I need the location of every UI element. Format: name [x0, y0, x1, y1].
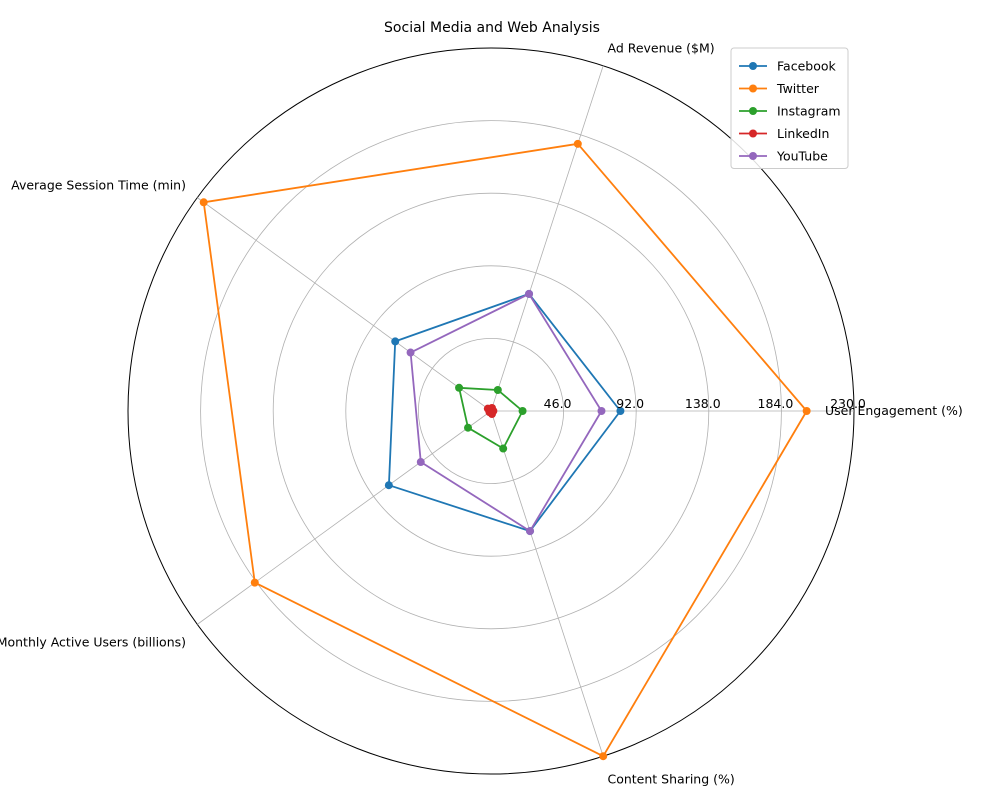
chart-title: Social Media and Web Analysis — [384, 20, 600, 36]
data-point — [199, 198, 208, 207]
legend-label: LinkedIn — [777, 126, 829, 141]
legend: Facebook Twitter Instagram LinkedIn YouTube — [730, 47, 849, 169]
radial-tick-label: 46.0 — [544, 396, 572, 411]
data-point — [599, 752, 608, 761]
data-point — [597, 407, 606, 415]
series-facebook — [384, 289, 625, 536]
axis-label: Monthly Active Users (billions) — [0, 635, 186, 650]
axis-label: User Engagement (%) — [825, 403, 963, 418]
legend-marker — [749, 152, 757, 160]
radial-tick-label: 230.0 — [830, 396, 866, 411]
legend-marker — [749, 107, 757, 115]
series-linkedin — [483, 403, 498, 419]
axis-label: Ad Revenue ($M) — [607, 40, 714, 55]
legend-label: Facebook — [777, 59, 836, 74]
legend-box — [730, 47, 849, 169]
series-layer — [199, 139, 811, 761]
radial-tick-label: 184.0 — [758, 396, 794, 411]
data-point — [384, 481, 393, 490]
data-point — [406, 348, 415, 357]
legend-marker — [749, 84, 757, 93]
grid-layer — [127, 47, 855, 775]
series-line — [202, 142, 808, 758]
radial-tick-label: 138.0 — [685, 396, 721, 411]
data-point — [464, 423, 473, 432]
data-point — [391, 337, 400, 346]
data-point — [526, 527, 535, 536]
data-point — [499, 444, 508, 453]
grid-spoke — [197, 410, 492, 625]
legend-marker — [749, 62, 757, 70]
grid-spoke — [490, 410, 604, 757]
series-line — [458, 386, 524, 450]
data-point — [802, 407, 811, 415]
series-twitter — [199, 139, 811, 761]
legend-label: Instagram — [777, 104, 841, 119]
data-point — [455, 383, 464, 392]
series-line — [409, 292, 603, 532]
axis-label: Average Session Time (min) — [11, 177, 186, 192]
legend-label: YouTube — [776, 149, 828, 164]
data-point — [487, 410, 496, 419]
radial-tick-label: 92.0 — [616, 396, 644, 411]
grid-spoke — [197, 197, 492, 412]
axis-label: Content Sharing (%) — [607, 772, 734, 787]
data-point — [250, 578, 259, 587]
data-point — [616, 407, 625, 415]
series-instagram — [455, 383, 527, 453]
series-line — [387, 292, 622, 532]
data-point — [525, 289, 534, 298]
legend-marker — [749, 129, 757, 138]
data-point — [493, 385, 502, 394]
grid-spoke — [490, 65, 604, 412]
data-point — [518, 407, 527, 415]
series-youtube — [406, 289, 606, 536]
legend-label: Twitter — [776, 81, 820, 96]
data-point — [573, 139, 582, 148]
data-point — [416, 458, 425, 467]
